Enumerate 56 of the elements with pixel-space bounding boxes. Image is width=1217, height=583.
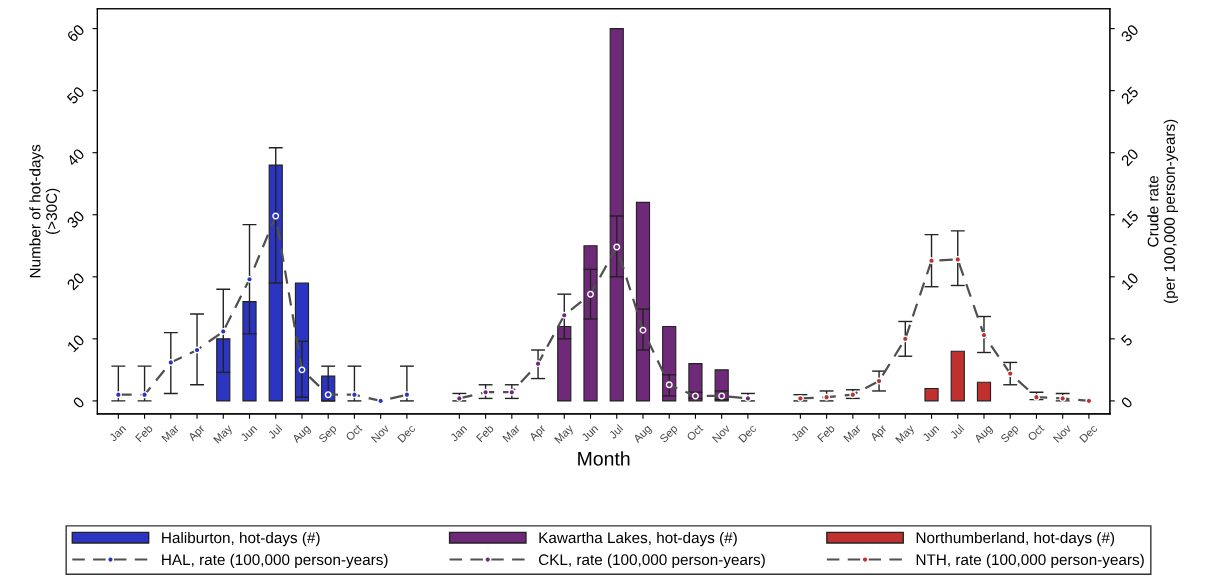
- x-tick-label: Jan: [108, 424, 127, 442]
- legend-label: CKL, rate (100,000 person-years): [538, 553, 765, 569]
- x-axis-title: Month: [578, 451, 630, 466]
- x-tick-label: Feb: [134, 423, 154, 443]
- legend-label: HAL, rate (100,000 person-years): [162, 553, 388, 569]
- x-tick-label: Apr: [187, 424, 207, 444]
- x-tick-label: Nov: [370, 423, 390, 443]
- y2-tick-label: 0: [1120, 396, 1134, 409]
- x-tick-label: Aug: [291, 424, 313, 445]
- y-tick-label: 50: [66, 85, 86, 105]
- y-tick-label: 20: [66, 271, 86, 291]
- x-tick-label: Aug: [973, 424, 995, 445]
- x-tick-label: Apr: [869, 424, 889, 444]
- x-tick-label: Dec: [397, 424, 416, 443]
- x-tick-label: Jun: [580, 424, 599, 442]
- x-tick-label: Sep: [318, 424, 339, 445]
- y2-tick-label: 10: [1120, 271, 1140, 291]
- x-tick-label: Dec: [1079, 424, 1098, 443]
- legend-label: Haliburton, hot-days (#): [162, 531, 320, 547]
- y2-tick-label: 5: [1120, 334, 1134, 347]
- x-tick-label: Mar: [161, 424, 180, 443]
- x-tick-label: Oct: [686, 423, 704, 442]
- x-tick-label: Sep: [659, 424, 680, 445]
- y-tick-label: 40: [66, 147, 86, 167]
- y2-tick-label: 15: [1120, 210, 1140, 229]
- x-tick-label: Feb: [816, 423, 836, 443]
- x-tick-label: Feb: [475, 423, 495, 443]
- y-tick-label: 10: [66, 334, 86, 353]
- legend-label: Kawartha Lakes, hot-days (#): [539, 531, 737, 547]
- x-tick-label: Jul: [949, 424, 965, 440]
- x-tick-label: Jun: [239, 424, 258, 442]
- legend-label: Northumberland, hot-days (#): [916, 531, 1115, 547]
- x-tick-label: Oct: [345, 423, 363, 442]
- x-tick-label: Jun: [921, 424, 940, 442]
- y-tick-label: 0: [72, 396, 86, 409]
- y2-tick-label: 20: [1120, 147, 1140, 167]
- x-tick-label: Nov: [1052, 423, 1072, 443]
- x-tick-label: Aug: [632, 424, 654, 445]
- x-tick-label: Nov: [711, 423, 731, 443]
- x-tick-label: Jul: [608, 424, 624, 440]
- x-tick-label: Apr: [528, 424, 548, 444]
- y-tick-label: 30: [66, 209, 86, 229]
- x-tick-label: Oct: [1027, 423, 1045, 442]
- y-axis-title: Number of hot-days (>30C): [29, 144, 60, 278]
- x-tick-label: Jan: [790, 424, 809, 442]
- y2-tick-label: 30: [1120, 23, 1140, 43]
- y2-tick-label: 25: [1120, 85, 1140, 105]
- x-tick-label: Jan: [449, 424, 468, 442]
- x-tick-label: Mar: [843, 424, 862, 443]
- x-tick-label: Mar: [502, 424, 521, 443]
- y2-axis-title: Crude rate (per 100,000 person-years): [1147, 119, 1178, 303]
- legend-label: NTH, rate (100,000 person-years): [916, 553, 1144, 569]
- y-tick-label: 60: [66, 23, 86, 43]
- x-tick-label: Dec: [738, 424, 757, 443]
- x-tick-label: Sep: [1000, 424, 1021, 445]
- x-tick-label: Jul: [267, 424, 283, 440]
